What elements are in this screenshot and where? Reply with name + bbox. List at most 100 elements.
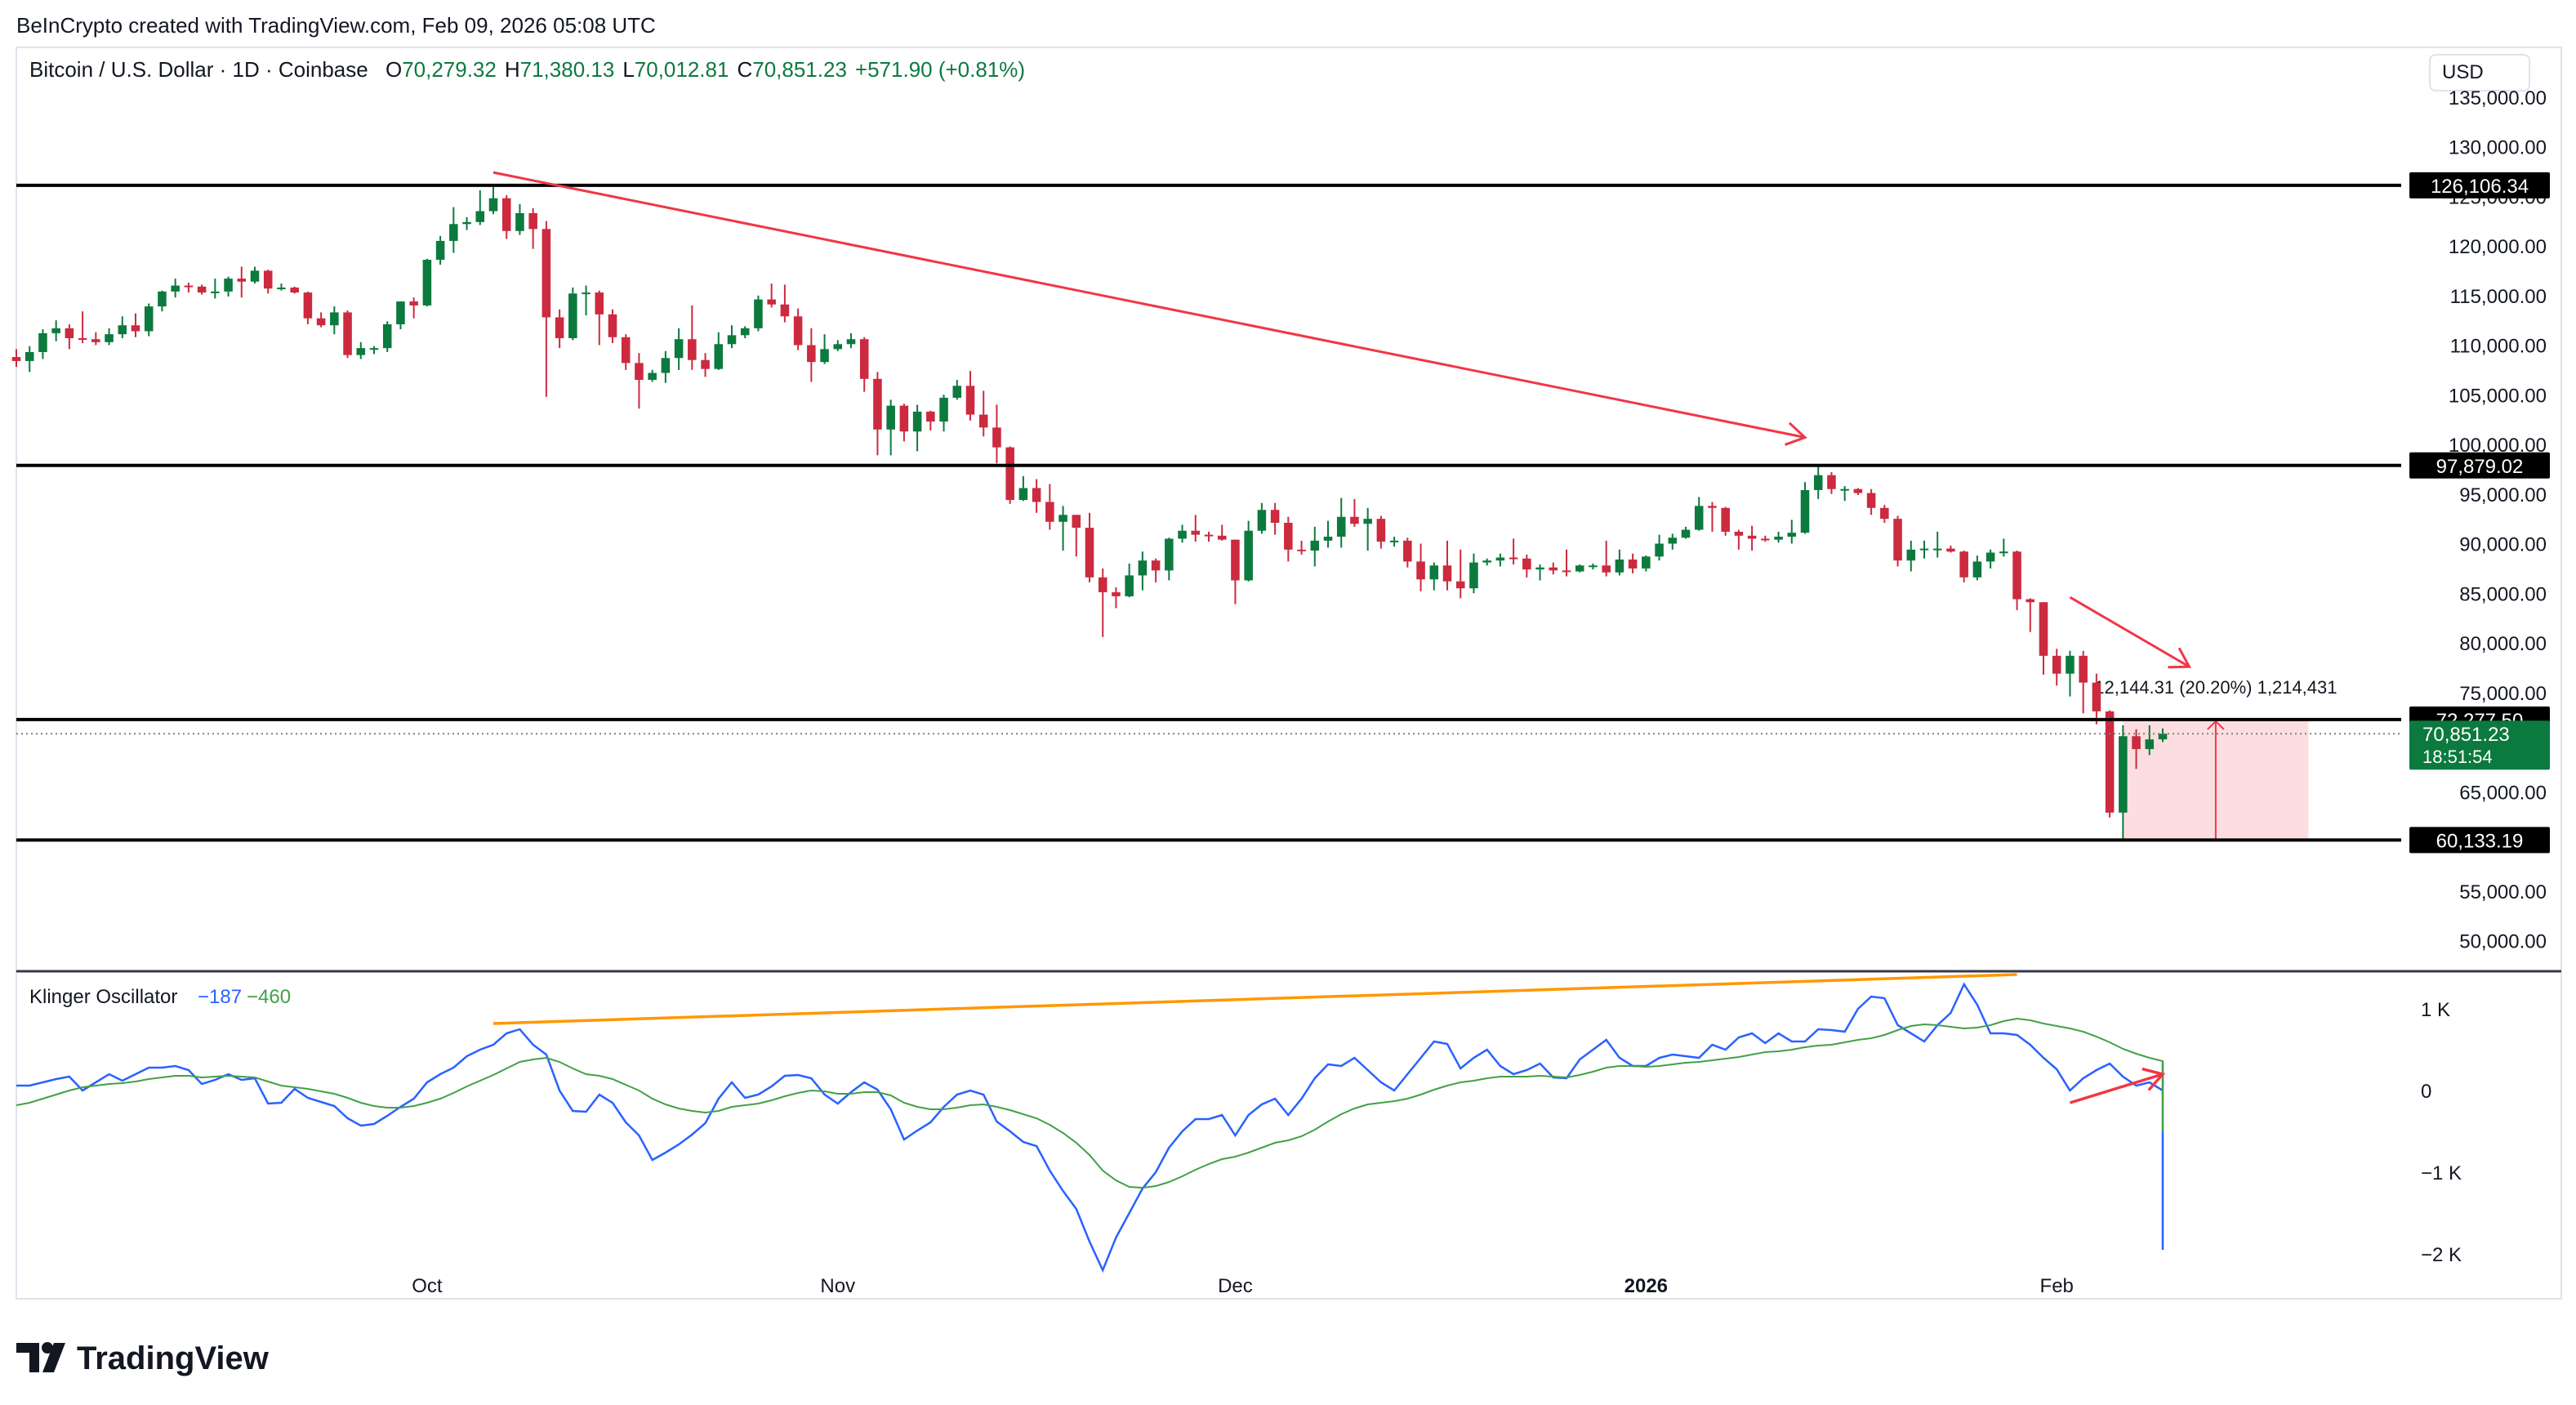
- candle-body: [541, 229, 551, 318]
- candle-body: [11, 357, 21, 361]
- candle-body: [568, 293, 577, 339]
- candle-body: [1827, 475, 1836, 489]
- candle-body: [1999, 551, 2008, 554]
- candle-body: [488, 198, 498, 212]
- candle-body: [1389, 540, 1399, 542]
- horizontal-levels: [16, 183, 2401, 842]
- candle-body: [1098, 577, 1108, 593]
- y-tick-label: 135,000.00: [2449, 87, 2547, 109]
- candle-body: [2132, 736, 2141, 750]
- candle-body: [1972, 561, 1982, 578]
- candle-body: [1376, 519, 1386, 542]
- tradingview-logo-dot: [42, 1342, 53, 1354]
- candle-body: [1032, 488, 1041, 502]
- candle-body: [356, 348, 366, 355]
- last-price-tag: [2409, 720, 2550, 770]
- candle-body: [303, 292, 313, 319]
- candle-body: [701, 359, 710, 369]
- candle-body: [727, 335, 737, 345]
- candle-body: [648, 372, 657, 381]
- candle-body: [330, 312, 339, 326]
- currency-label: USD: [2442, 61, 2484, 83]
- candle-body: [1615, 559, 1624, 573]
- candle-body: [1919, 548, 1929, 551]
- signal-line: [16, 1017, 2164, 1189]
- plot-border: [16, 47, 2562, 1300]
- candle-body: [939, 397, 948, 422]
- candle-body: [674, 339, 684, 359]
- x-tick-label: 2026: [1624, 1275, 1668, 1297]
- candle-body: [25, 352, 34, 361]
- candle-body: [833, 344, 843, 350]
- ohlc-values: O70,279.32 H71,380.13 L70,012.81 C70,851.23…: [374, 57, 1025, 82]
- signal-value: −460: [247, 986, 291, 1008]
- candle-body: [1310, 540, 1320, 551]
- candle-body: [382, 324, 392, 349]
- x-tick-label: Nov: [820, 1275, 855, 1297]
- symbol-legend: Bitcoin / U.S. Dollar · 1D · Coinbase O7…: [29, 57, 1025, 83]
- candle-body: [1840, 488, 1849, 491]
- symbol-title: Bitcoin / U.S. Dollar · 1D · Coinbase: [29, 57, 368, 82]
- klinger-pane: Klinger Oscillator −187 −460: [16, 973, 2166, 1273]
- currency-button[interactable]: USD: [2429, 54, 2530, 91]
- candle-body: [1721, 507, 1730, 532]
- candle-body: [237, 279, 247, 282]
- candle-body: [859, 339, 869, 379]
- candle-body: [661, 358, 671, 373]
- candle-body: [435, 240, 445, 261]
- candle-body: [2012, 551, 2021, 600]
- candle-body: [1270, 510, 1280, 524]
- candle-body: [992, 427, 1001, 448]
- divergence-line-head: [2141, 1067, 2166, 1091]
- candle-body: [1562, 570, 1571, 573]
- trend-lines: [492, 171, 2191, 669]
- y-tick-label: 115,000.00: [2450, 286, 2547, 308]
- y-tick-label: 120,000.00: [2449, 236, 2547, 258]
- candle-body: [1694, 506, 1704, 530]
- tradingview-wordmark: TradingView: [77, 1340, 270, 1376]
- candle-body: [1112, 592, 1121, 596]
- candle-body: [91, 339, 100, 342]
- candle-body: [2105, 711, 2115, 813]
- candle-body: [820, 349, 829, 363]
- tradingview-logo-slash: [42, 1343, 65, 1372]
- candle-body: [2119, 736, 2128, 813]
- candle-body: [1946, 548, 1955, 552]
- ohlc-item: +571.90 (+0.81%): [854, 57, 1026, 82]
- candle-body: [1482, 560, 1491, 563]
- candle-body: [1125, 575, 1134, 596]
- y-tick-label: 75,000.00: [2459, 683, 2547, 705]
- candle-body: [1257, 510, 1267, 531]
- candle-body: [1138, 560, 1148, 576]
- level-price-tag: [2409, 172, 2550, 198]
- candle-body: [635, 363, 644, 381]
- candle-body: [1853, 488, 1863, 493]
- candle-body: [462, 221, 471, 225]
- candle-body: [1932, 548, 1942, 551]
- x-tick-label: Dec: [1218, 1275, 1253, 1297]
- candle-body: [1058, 515, 1067, 522]
- candle-body: [1165, 538, 1174, 571]
- candle-body: [1549, 567, 1558, 571]
- candle-body: [873, 378, 882, 430]
- klinger-tick-label: 1 K: [2421, 999, 2450, 1021]
- klinger-tick-label: 0: [2421, 1081, 2431, 1103]
- candle-body: [793, 316, 803, 346]
- candle-body: [1734, 531, 1744, 536]
- candle-body: [515, 212, 524, 231]
- candle-body: [1642, 556, 1651, 569]
- candle-body: [2066, 655, 2075, 674]
- candle-body: [78, 338, 87, 341]
- y-tick-label: 110,000.00: [2450, 336, 2547, 358]
- candle-body: [595, 292, 604, 314]
- candle-body: [688, 339, 697, 360]
- candle-body: [475, 211, 485, 222]
- candle-body: [978, 414, 988, 428]
- candle-body: [1880, 507, 1889, 520]
- trend-arrow-head: [2168, 647, 2191, 669]
- candle-body: [184, 285, 194, 288]
- level-price-text: 126,106.34: [2431, 176, 2529, 198]
- measure-label: 12,144.31 (20.20%) 1,214,431: [2094, 677, 2337, 698]
- candle-body: [621, 337, 631, 364]
- y-tick-label: 105,000.00: [2449, 385, 2547, 407]
